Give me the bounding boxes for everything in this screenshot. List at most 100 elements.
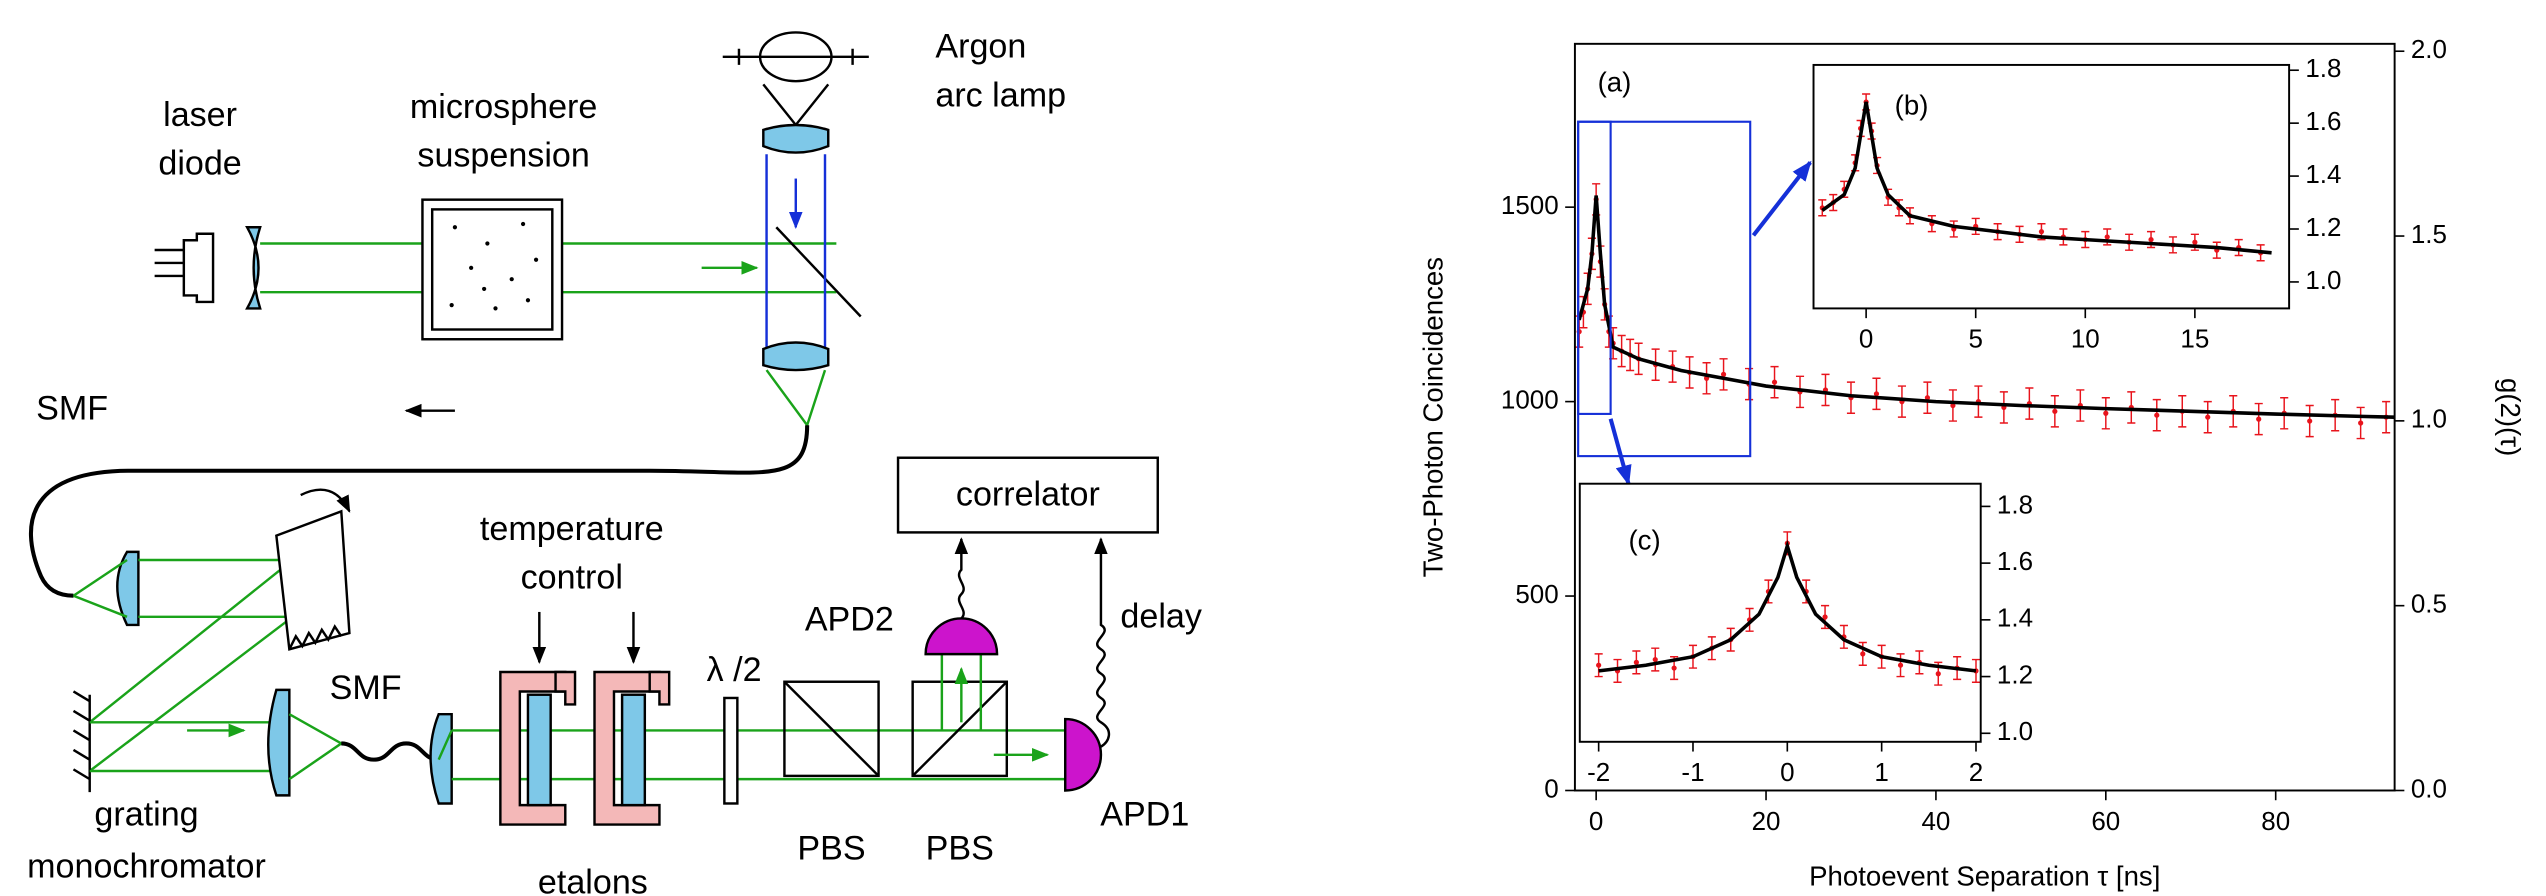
lens [267, 688, 291, 797]
etalon [620, 693, 647, 807]
x-axis-label: Photoevent Separation τ [ns] [1809, 860, 2160, 891]
x-tick-label: -1 [1681, 757, 1704, 787]
setup-diagram [28, 31, 1159, 826]
y-tick-label: 1.8 [2305, 53, 2341, 83]
panel-label: (b) [1895, 89, 1929, 120]
label: monochromator [27, 847, 266, 885]
zoom-arrow [1751, 160, 1812, 237]
lamp-housing [722, 48, 869, 127]
y-tick-label: 500 [1515, 579, 1558, 609]
data-point [2103, 410, 2109, 416]
data-point [1596, 662, 1602, 668]
data-point [2256, 416, 2262, 422]
data-point [1860, 651, 1866, 657]
label: APD1 [1100, 795, 1189, 833]
plot-area [1813, 64, 2290, 309]
label: SMF [330, 669, 402, 707]
chart-panel: -2 -1 0 1 2 1.0 1.2 1.4 1.6 1.8 (c) [1578, 482, 2033, 787]
label: laser [163, 96, 237, 134]
y-tick-label: 1.4 [2305, 159, 2341, 189]
x-tick-label: 1 [1874, 757, 1888, 787]
y-tick-label: 1.6 [2305, 106, 2341, 136]
data-point [2192, 239, 2198, 245]
panel-label: (c) [1628, 524, 1660, 555]
cuvette [421, 198, 564, 341]
label: SMF [36, 390, 108, 428]
y-tick-label: 1.0 [2305, 265, 2341, 295]
pbs-cube [783, 680, 880, 778]
lens [245, 226, 262, 310]
label: control [521, 558, 623, 596]
fit-line [1821, 101, 2272, 255]
lens [762, 341, 830, 372]
signal-wire [954, 537, 969, 620]
pbs-diagonal [911, 680, 1008, 777]
lens [116, 550, 140, 627]
label: PBS [926, 830, 994, 868]
x-tick-label: 20 [1752, 806, 1781, 836]
y2-tick-label: 0.5 [2411, 589, 2447, 619]
x-tick-label: 10 [2071, 324, 2100, 354]
label: grating [94, 795, 198, 833]
x-tick-label: 15 [2180, 324, 2209, 354]
y-tick-label: 1.4 [1997, 603, 2033, 633]
grating [275, 509, 351, 651]
lens [429, 712, 453, 805]
label: PBS [797, 830, 865, 868]
y-tick-label: 1.0 [1997, 716, 2033, 746]
beam [89, 721, 277, 773]
beam [765, 369, 827, 428]
beam [437, 729, 1072, 781]
plot-frame [1573, 42, 2396, 792]
label: diode [158, 145, 241, 183]
fit-line [1577, 195, 2395, 419]
apd1 [1064, 717, 1103, 792]
label: arc lamp [935, 76, 1066, 114]
y-tick-label: 1.8 [1997, 489, 2033, 519]
data-point [1671, 665, 1677, 671]
data-point [1935, 671, 1941, 677]
y2-tick-label: 2.0 [2411, 34, 2447, 64]
data-point [2104, 234, 2110, 240]
data-point [2052, 408, 2058, 414]
data-point [1720, 371, 1727, 377]
beam-splitter [775, 226, 862, 318]
mirror [72, 690, 91, 793]
x-tick-label: 0 [1589, 806, 1603, 836]
label: microsphere [410, 88, 598, 126]
x-tick-label: 60 [2091, 806, 2120, 836]
y-axis-label: Two-Photon Coincidences [1418, 257, 1449, 577]
x-tick-label: 40 [1921, 806, 1950, 836]
plot-frame [1812, 63, 2291, 310]
data-point [2148, 236, 2154, 243]
data-point [2038, 229, 2045, 235]
label: APD2 [805, 601, 894, 639]
panel-label: (a) [1598, 67, 1632, 98]
half-wave-plate [723, 696, 739, 805]
data-point [1633, 659, 1639, 665]
data-point [2358, 420, 2364, 426]
data-point [1924, 395, 1931, 401]
label: Argon [935, 28, 1026, 66]
plot-frame [1578, 482, 1982, 743]
chart-panel: 0 5 10 15 1.0 1.2 1.4 1.6 1.8 (b) [1812, 53, 2341, 354]
label: correlator [956, 476, 1100, 514]
fiber [341, 741, 439, 762]
zoom-arrow [1608, 418, 1632, 486]
etalon [526, 693, 552, 807]
label: suspension [417, 136, 589, 174]
data-layer [1594, 531, 1981, 686]
label: temperature [480, 510, 664, 548]
lamp-beam [765, 154, 827, 358]
data-layer [1575, 183, 2395, 440]
data-point [1897, 662, 1904, 668]
laser-diode-icon [154, 232, 215, 304]
label: λ /2 [707, 651, 762, 689]
y2-axis-label: g(2)(τ) [2495, 378, 2526, 456]
y-tick-label: 1.6 [1997, 546, 2033, 576]
x-tick-label: 0 [1859, 324, 1873, 354]
fiber [28, 425, 810, 598]
data-layer [1818, 93, 2272, 262]
